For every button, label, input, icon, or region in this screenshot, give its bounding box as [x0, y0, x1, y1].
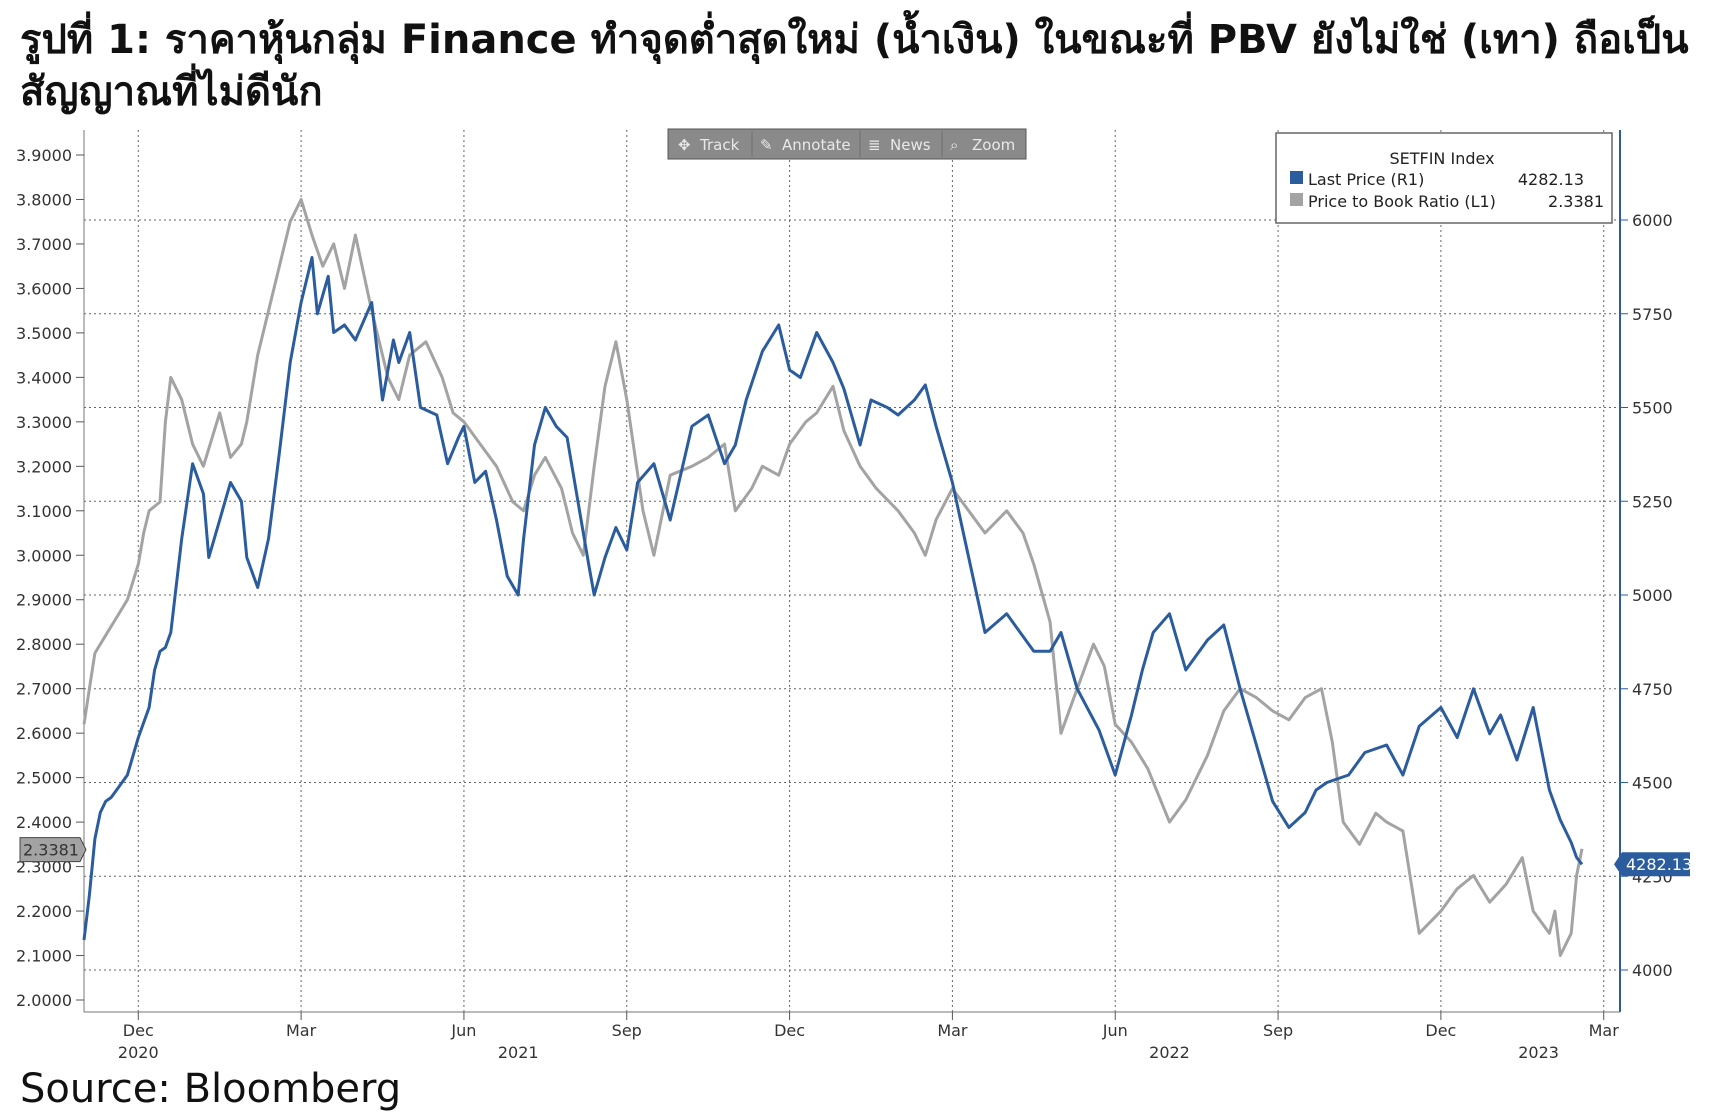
- left-axis-tick-label: 3.8000: [16, 190, 72, 209]
- legend-pbv-value: 2.3381: [1548, 192, 1604, 211]
- right-axis-tick-label: 6000: [1632, 211, 1673, 230]
- left-axis: 2.0000 2.1000 2.2000 2.3000 2.4000 2.5000 2.60…: [16, 130, 85, 1012]
- legend-price-label: Last Price (R1): [1308, 170, 1424, 189]
- x-axis-year-label: 2022: [1149, 1043, 1190, 1062]
- source-note: Source: Bloomberg: [20, 1066, 402, 1112]
- x-axis-tick-label: Sep: [1263, 1021, 1293, 1040]
- x-axis-tick-label: Jun: [1102, 1021, 1128, 1040]
- x-axis-tick-label: Jun: [450, 1021, 476, 1040]
- pbv-last-value-badge: 2.3381: [19, 837, 87, 863]
- news-button[interactable]: ≣ News: [868, 136, 931, 154]
- x-axis: Dec Mar Jun Sep Dec Mar Jun Sep Dec Mar 2020 2021 20…: [84, 1011, 1620, 1062]
- x-axis-tick-label: Sep: [612, 1021, 642, 1040]
- news-icon: ≣: [868, 136, 881, 154]
- left-axis-tick-label: 3.5000: [16, 324, 72, 343]
- track-label: Track: [699, 136, 740, 154]
- last-price-line: [82, 256, 1584, 941]
- left-axis-tick-label: 2.5000: [16, 769, 72, 788]
- left-axis-tick-label: 2.2000: [16, 902, 72, 921]
- left-axis-tick-label: 2.8000: [16, 635, 72, 654]
- left-axis-tick-label: 3.2000: [16, 457, 72, 476]
- zoom-button[interactable]: ⌕ Zoom: [950, 136, 1015, 154]
- pbv-last-value: 2.3381: [23, 841, 79, 860]
- right-axis-tick-label: 5250: [1632, 492, 1673, 511]
- x-axis-tick-label: Dec: [123, 1021, 154, 1040]
- legend-swatch-pbv: [1290, 193, 1303, 206]
- legend-title: SETFIN Index: [1389, 149, 1494, 168]
- x-axis-tick-label: Dec: [774, 1021, 805, 1040]
- x-axis-tick-label: Mar: [1589, 1021, 1620, 1040]
- track-button[interactable]: ✥ Track: [678, 136, 740, 154]
- left-axis-tick-label: 2.6000: [16, 724, 72, 743]
- right-axis-tick-label: 5750: [1632, 305, 1673, 324]
- left-axis-tick-label: 3.1000: [16, 502, 72, 521]
- left-axis-tick-label: 2.7000: [16, 680, 72, 699]
- price-last-value-badge: 4282.13: [1614, 852, 1692, 877]
- left-axis-tick-label: 2.4000: [16, 813, 72, 832]
- left-axis-tick-label: 3.9000: [16, 146, 72, 165]
- x-axis-tick-label: Dec: [1425, 1021, 1456, 1040]
- right-axis-tick-label: 5000: [1632, 586, 1673, 605]
- left-axis-tick-label: 2.0000: [16, 991, 72, 1010]
- left-axis-tick-label: 2.1000: [16, 947, 72, 966]
- annotate-label: Annotate: [782, 136, 851, 154]
- chart-toolbar: ✥ Track ✎ Annotate ≣ News ⌕ Zoom: [667, 128, 1027, 160]
- zoom-label: Zoom: [972, 136, 1015, 154]
- right-axis-tick-label: 4500: [1632, 774, 1673, 793]
- x-axis-year-label: 2021: [498, 1043, 539, 1062]
- left-axis-tick-label: 2.3000: [16, 858, 72, 877]
- left-axis-tick-label: 3.6000: [16, 279, 72, 298]
- right-axis-tick-label: 5500: [1632, 399, 1673, 418]
- grid-lines: [84, 130, 1620, 1012]
- annotate-icon: ✎: [760, 136, 773, 154]
- annotate-button[interactable]: ✎ Annotate: [760, 136, 851, 154]
- news-label: News: [890, 136, 931, 154]
- chart-title: รูปที่ 1: ราคาหุ้นกลุ่ม Finance ทำจุดต่ำ…: [20, 17, 1689, 115]
- left-axis-tick-label: 2.9000: [16, 591, 72, 610]
- track-icon: ✥: [678, 136, 691, 154]
- left-axis-tick-label: 3.0000: [16, 546, 72, 565]
- right-axis-tick-label: 4000: [1632, 961, 1673, 980]
- series-group: [82, 198, 1584, 957]
- price-last-value: 4282.13: [1626, 855, 1692, 874]
- left-axis-tick-label: 3.4000: [16, 368, 72, 387]
- pbv-line: [82, 198, 1584, 957]
- x-axis-year-label: 2023: [1518, 1043, 1559, 1062]
- x-axis-tick-label: Mar: [286, 1021, 317, 1040]
- legend-swatch-price: [1290, 171, 1303, 184]
- legend-price-value: 4282.13: [1518, 170, 1584, 189]
- x-axis-year-label: 2020: [118, 1043, 159, 1062]
- left-axis-tick-label: 3.3000: [16, 413, 72, 432]
- zoom-icon: ⌕: [950, 136, 958, 154]
- x-axis-tick-label: Mar: [937, 1021, 968, 1040]
- right-axis-tick-label: 4750: [1632, 680, 1673, 699]
- legend-pbv-label: Price to Book Ratio (L1): [1308, 192, 1496, 211]
- left-axis-tick-label: 3.7000: [16, 235, 72, 254]
- legend: SETFIN Index Last Price (R1) 4282.13 Pri…: [1275, 132, 1613, 224]
